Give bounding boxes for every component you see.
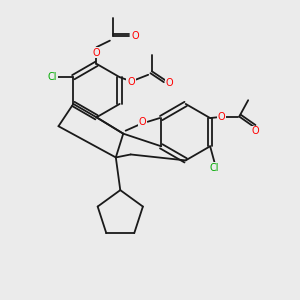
Text: O: O [93,47,100,58]
Text: O: O [218,112,225,122]
Text: O: O [127,76,135,87]
Text: O: O [139,117,146,127]
Text: O: O [166,77,173,88]
Text: Cl: Cl [210,163,219,173]
Text: O: O [252,126,260,136]
Text: O: O [131,31,139,41]
Text: Cl: Cl [48,72,57,82]
